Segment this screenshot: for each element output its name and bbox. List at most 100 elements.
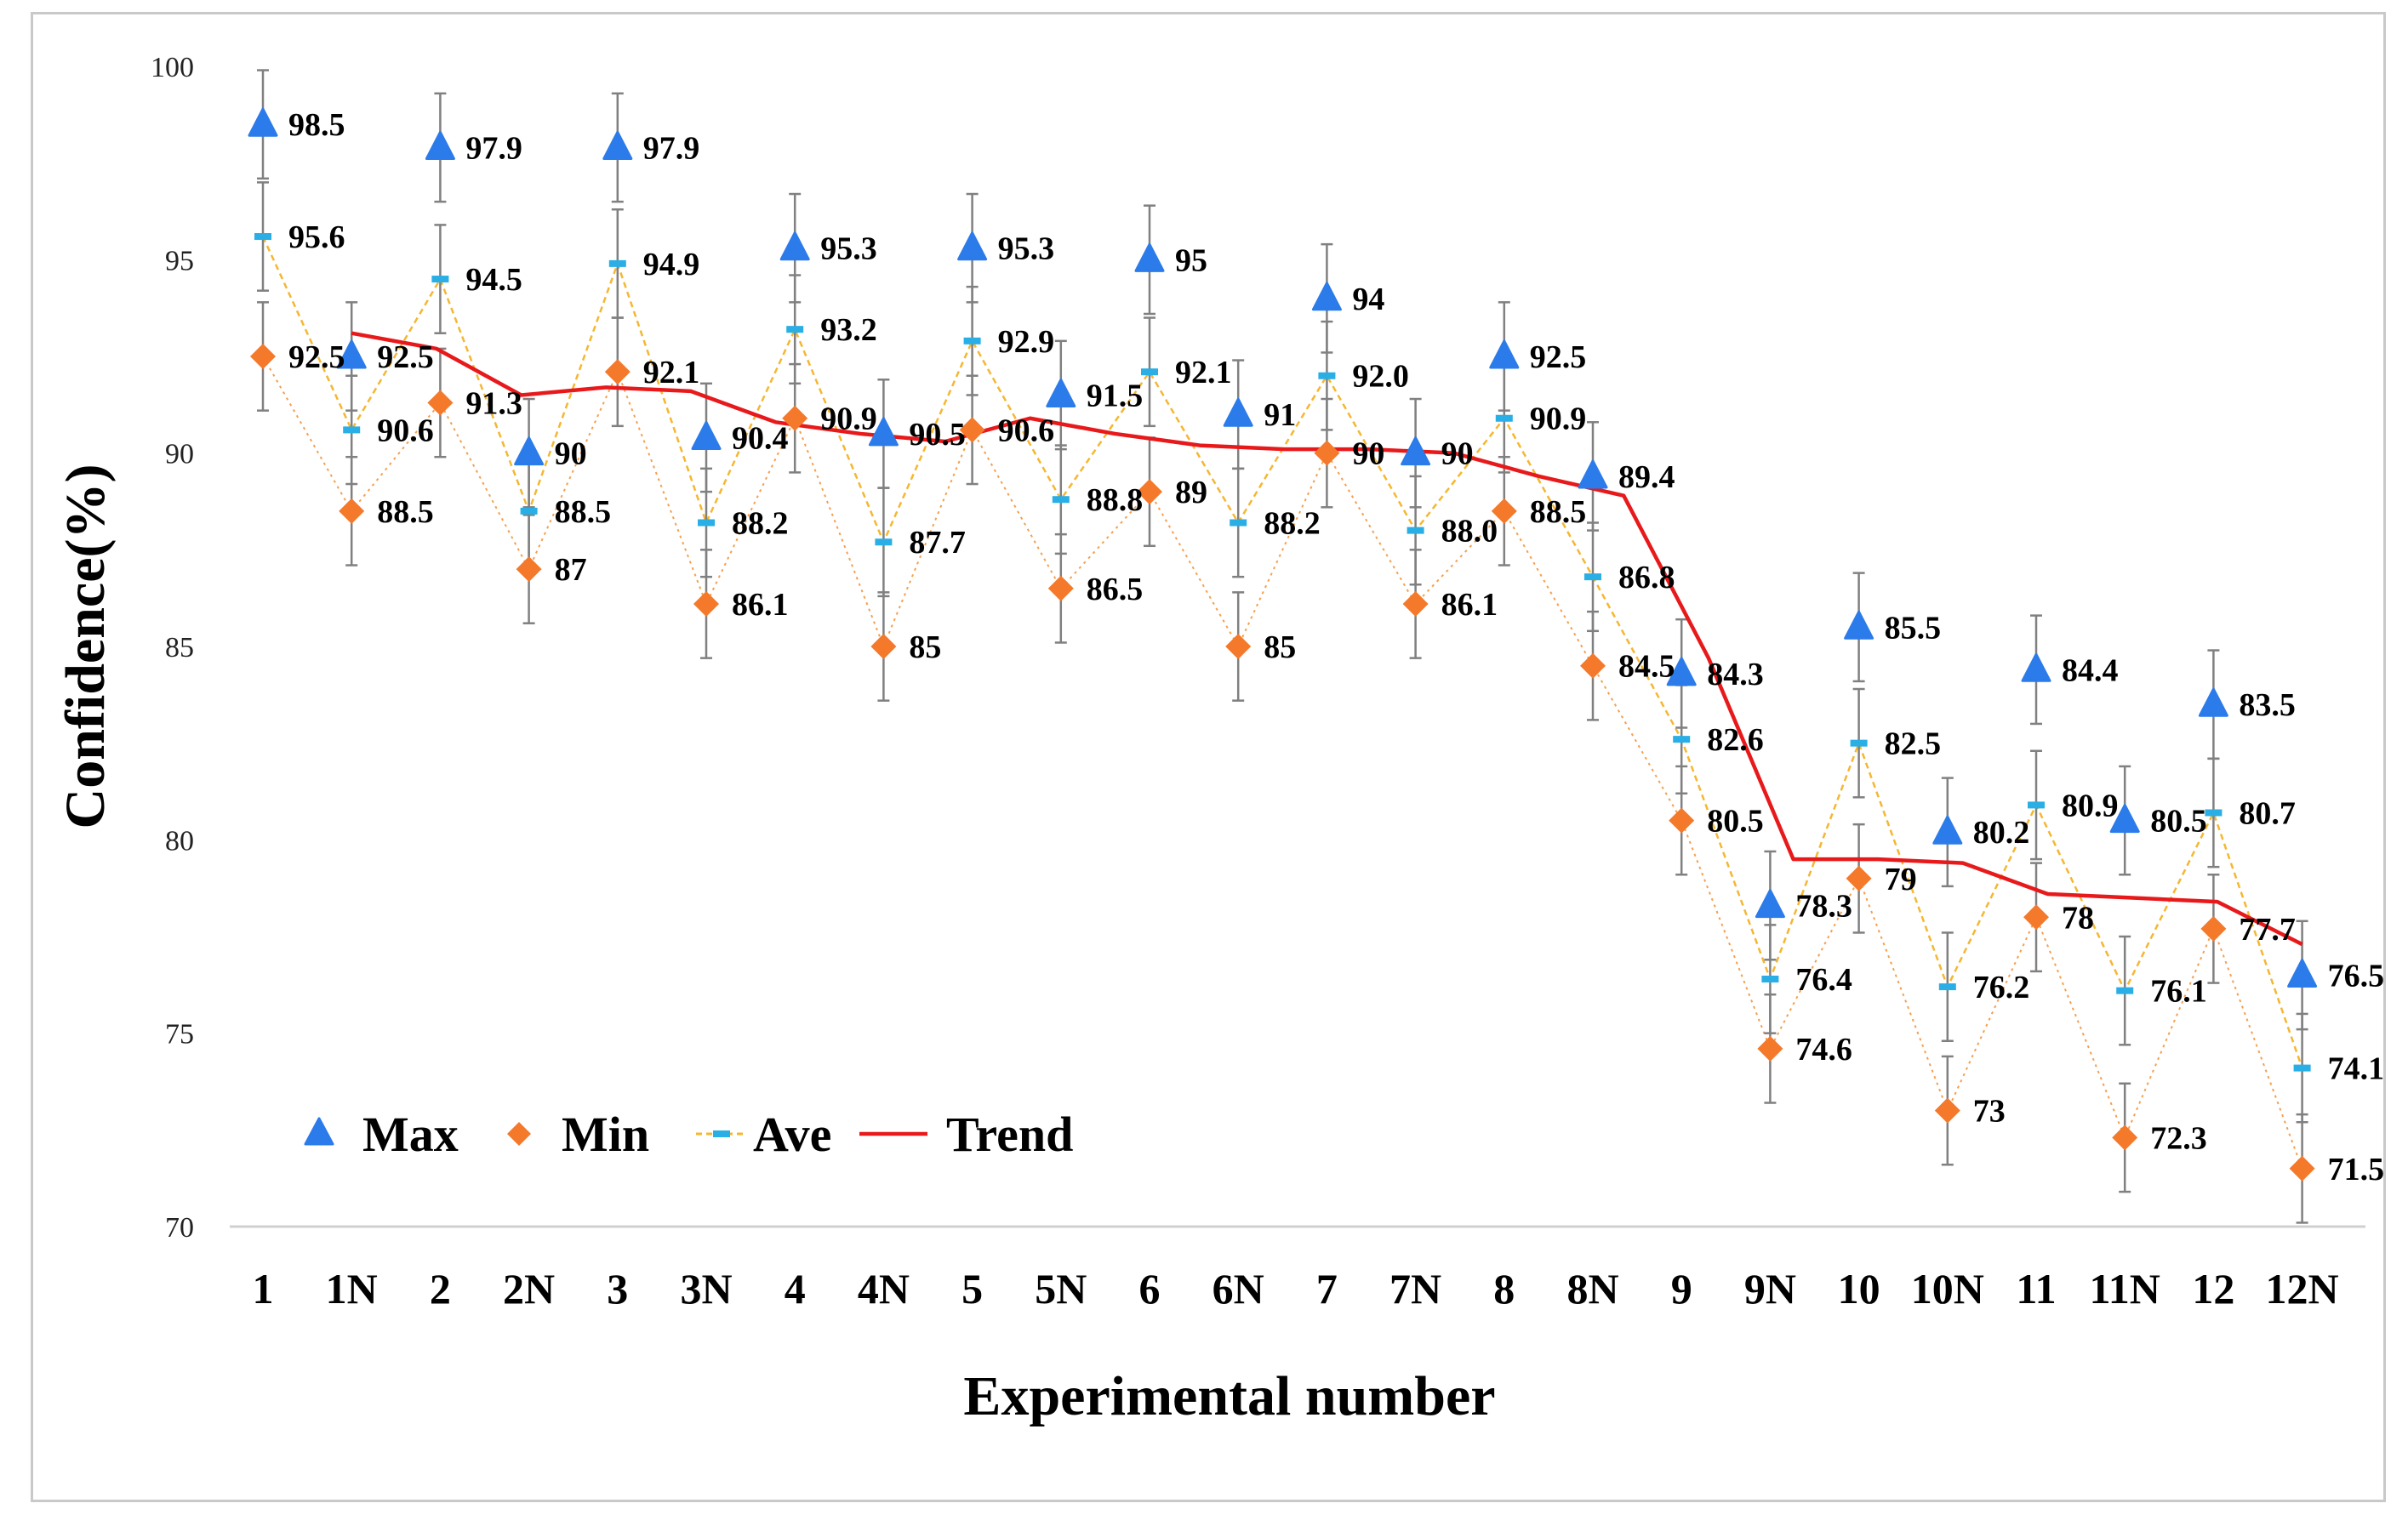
x-tick-label: 8 [1493, 1265, 1515, 1312]
data-label: 79 [1885, 862, 1917, 897]
max-marker [1401, 436, 1431, 466]
min-marker [870, 634, 897, 659]
data-label: 85 [1264, 629, 1296, 665]
max-marker [1578, 459, 1608, 489]
data-label: 90.6 [377, 413, 434, 448]
y-tick-label: 70 [165, 1212, 194, 1244]
x-tick-label: 5 [961, 1265, 983, 1312]
data-label: 78 [2062, 900, 2094, 936]
max-marker [248, 107, 278, 137]
max-marker [1223, 397, 1253, 427]
max-marker [514, 436, 545, 466]
max-marker [868, 417, 899, 447]
data-label: 92.5 [288, 339, 345, 375]
x-tick-label: 6N [1213, 1265, 1264, 1312]
ave-marker [343, 426, 361, 434]
ave-marker [1141, 368, 1158, 376]
ave-marker [698, 519, 715, 527]
data-label: 88.5 [1530, 494, 1587, 530]
ave-marker [2293, 1064, 2311, 1072]
legend: Max Min Ave Trend [304, 1107, 1073, 1162]
data-label: 76.2 [1973, 970, 2030, 1005]
min-series-line [262, 356, 2303, 1170]
data-label: 89.4 [1618, 459, 1675, 495]
data-label: 74.1 [2328, 1051, 2385, 1087]
data-label: 95 [1175, 242, 1207, 278]
max-marker [2287, 958, 2318, 988]
max-marker [2109, 804, 2140, 834]
data-label: 78.3 [1795, 889, 1852, 925]
chart-frame [31, 12, 2386, 1502]
x-tick-label: 10N [1911, 1265, 1984, 1312]
max-marker [1932, 815, 1963, 845]
min-marker [339, 498, 365, 524]
y-tick-label: 90 [165, 439, 194, 470]
min-marker [2289, 1155, 2315, 1182]
min-marker [2112, 1125, 2138, 1151]
data-label: 86.1 [732, 587, 789, 623]
ave-marker [1230, 519, 1247, 527]
data-label: 93.2 [820, 312, 876, 348]
data-label: 92.5 [377, 339, 434, 375]
data-label: 90 [555, 436, 587, 472]
data-label: 95.6 [288, 219, 345, 255]
ave-marker [1318, 372, 1336, 379]
data-label: 88.2 [732, 506, 789, 542]
max-marker [1844, 610, 1874, 640]
min-marker [1580, 652, 1606, 679]
data-label: 88.0 [1441, 514, 1498, 549]
data-label: 84.5 [1618, 649, 1675, 685]
data-label: 84.4 [2062, 652, 2119, 688]
data-label: 98.5 [288, 107, 345, 143]
x-tick-label: 11 [2016, 1265, 2056, 1312]
data-label: 82.6 [1707, 722, 1764, 758]
max-marker [1489, 339, 1520, 369]
max-marker [602, 130, 633, 160]
ave-marker [1407, 527, 1424, 534]
data-label: 76.5 [2328, 958, 2385, 994]
min-marker [1669, 807, 1695, 834]
data-labels: 98.5 92.5 97.9 90 97.9 90.4 95.3 90.5 95.3 91.5 95… [288, 107, 2384, 1187]
data-label: 97.9 [465, 130, 522, 166]
y-tick-label: 75 [165, 1019, 194, 1051]
data-label: 95.3 [998, 231, 1055, 267]
x-tick-label: 10 [1838, 1265, 1880, 1312]
data-label: 77.7 [2239, 912, 2296, 948]
max-marker [957, 231, 988, 261]
min-marker [693, 590, 719, 617]
data-label: 86.8 [1618, 560, 1675, 595]
data-label: 71.5 [2328, 1152, 2385, 1187]
x-tick-label: 4 [785, 1265, 806, 1312]
max-marker [1666, 657, 1697, 686]
data-label: 97.9 [643, 130, 700, 166]
x-axis-ticks: 1 1N 2 2N 3 3N 4 4N 5 5N 6 6N 7 7N 8 8N 9 9N 10 10N 11 11N 12 1… [253, 1265, 2339, 1312]
data-label: 87 [555, 552, 587, 588]
x-tick-label: 11N [2090, 1265, 2160, 1312]
data-label: 80.2 [1973, 815, 2030, 851]
data-label: 73 [1973, 1094, 2006, 1130]
data-label: 90.4 [732, 420, 789, 456]
data-label: 88.5 [377, 494, 434, 530]
ave-marker [875, 538, 893, 546]
ave-marker [2116, 987, 2134, 994]
min-marker [604, 359, 631, 385]
ave-marker [1052, 496, 1070, 504]
x-tick-label: 8N [1566, 1265, 1618, 1312]
data-label: 88.2 [1264, 506, 1321, 542]
min-marker [1314, 440, 1340, 466]
x-tick-label: 1N [326, 1265, 378, 1312]
min-marker [1137, 479, 1162, 505]
data-label: 90 [1352, 436, 1384, 472]
data-label: 92.0 [1352, 359, 1409, 395]
data-label: 89 [1175, 475, 1207, 510]
ave-marker [2028, 801, 2045, 809]
x-tick-label: 9 [1671, 1265, 1692, 1312]
data-label: 86.1 [1441, 587, 1498, 623]
max-marker [2198, 687, 2228, 717]
data-label: 92.5 [1530, 339, 1587, 375]
min-marker [959, 417, 985, 443]
data-label: 92.1 [643, 355, 700, 390]
min-marker [2200, 915, 2227, 942]
min-marker [1047, 575, 1074, 601]
